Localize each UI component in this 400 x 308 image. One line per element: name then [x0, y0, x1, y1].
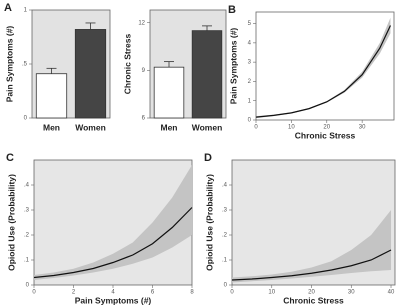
y-axis-label: Opioid Use (Probability): [204, 174, 214, 271]
y-tick-label: .2: [24, 233, 30, 239]
x-tick-label: 40: [388, 290, 395, 296]
x-axis-label: Pain Symptoms (#): [75, 295, 152, 305]
x-tick-label: 10: [288, 125, 295, 131]
line: [33, 207, 193, 279]
y-tick-label: 0: [248, 118, 252, 124]
line: [255, 25, 392, 118]
y-tick-label: .1: [24, 258, 30, 264]
panel-label: A: [4, 2, 12, 14]
panel-label: D: [204, 152, 212, 164]
panel-label: C: [6, 152, 14, 164]
y-tick-label: 12: [138, 20, 145, 26]
bar: [35, 73, 68, 119]
y-tick-label: 5: [248, 21, 252, 27]
x-axis-label: Chronic Stress: [283, 295, 344, 305]
x-axis-label: Chronic Stress: [295, 130, 356, 140]
y-axis-label: Opioid Use (Probability): [6, 174, 16, 271]
confidence-band: [34, 165, 192, 280]
y-tick-label: .4: [24, 183, 30, 189]
y-axis-label: Pain Symptoms (#): [4, 26, 14, 103]
confidence-band: [232, 210, 392, 283]
x-tick-label: 30: [348, 290, 355, 296]
y-tick-label: .1: [222, 258, 228, 264]
x-tick-label: 30: [359, 125, 366, 131]
x-tick-label: 10: [268, 290, 275, 296]
y-tick-label: .3: [222, 208, 228, 214]
x-tick-label: 0: [254, 125, 258, 131]
x-tick-label: 2: [72, 290, 76, 296]
y-tick-label: 0: [24, 116, 28, 122]
y-tick-label: 0: [26, 283, 30, 289]
x-tick-label: Women: [75, 122, 106, 132]
y-tick-label: 9: [142, 68, 146, 74]
x-tick-label: 8: [190, 290, 194, 296]
y-tick-label: .4: [222, 183, 228, 189]
x-tick-label: Men: [161, 122, 178, 132]
x-tick-label: 0: [230, 290, 234, 296]
y-tick-label: .3: [24, 208, 30, 214]
x-tick-label: Men: [43, 122, 60, 132]
y-tick-label: 3: [248, 60, 252, 66]
y-tick-label: 0: [224, 283, 228, 289]
bar: [191, 30, 223, 119]
y-tick-label: .2: [222, 233, 228, 239]
line: [231, 249, 392, 281]
x-tick-label: 0: [32, 290, 36, 296]
y-tick-label: 4: [248, 40, 252, 46]
y-axis-label: Pain Symptoms (#): [228, 28, 238, 105]
panel-label: B: [228, 4, 236, 16]
y-tick-label: .5: [22, 62, 28, 68]
y-tick-label: 6: [142, 116, 146, 122]
y-axis-label: Chronic Stress: [122, 33, 132, 94]
x-tick-label: 6: [151, 290, 155, 296]
plot-area: [255, 11, 395, 121]
x-tick-label: Women: [192, 122, 223, 132]
bar: [74, 29, 107, 119]
x-tick-label: 20: [308, 290, 315, 296]
bar: [153, 66, 185, 119]
x-tick-label: 4: [111, 290, 115, 296]
y-tick-label: 2: [248, 79, 252, 85]
x-tick-label: 20: [323, 125, 330, 131]
y-tick-label: 1: [248, 98, 252, 104]
y-tick-label: 1: [24, 8, 28, 14]
